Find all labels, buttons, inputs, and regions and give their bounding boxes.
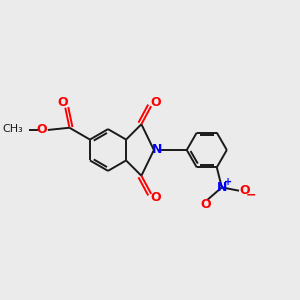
Text: +: + — [224, 177, 232, 188]
Text: CH₃: CH₃ — [3, 124, 24, 134]
Text: N: N — [217, 182, 227, 194]
Text: N: N — [152, 143, 163, 157]
Text: O: O — [240, 184, 250, 197]
Text: O: O — [36, 123, 47, 136]
Text: O: O — [201, 198, 211, 212]
Text: −: − — [246, 188, 256, 201]
Text: O: O — [151, 96, 161, 109]
Text: O: O — [151, 191, 161, 204]
Text: O: O — [58, 96, 68, 109]
